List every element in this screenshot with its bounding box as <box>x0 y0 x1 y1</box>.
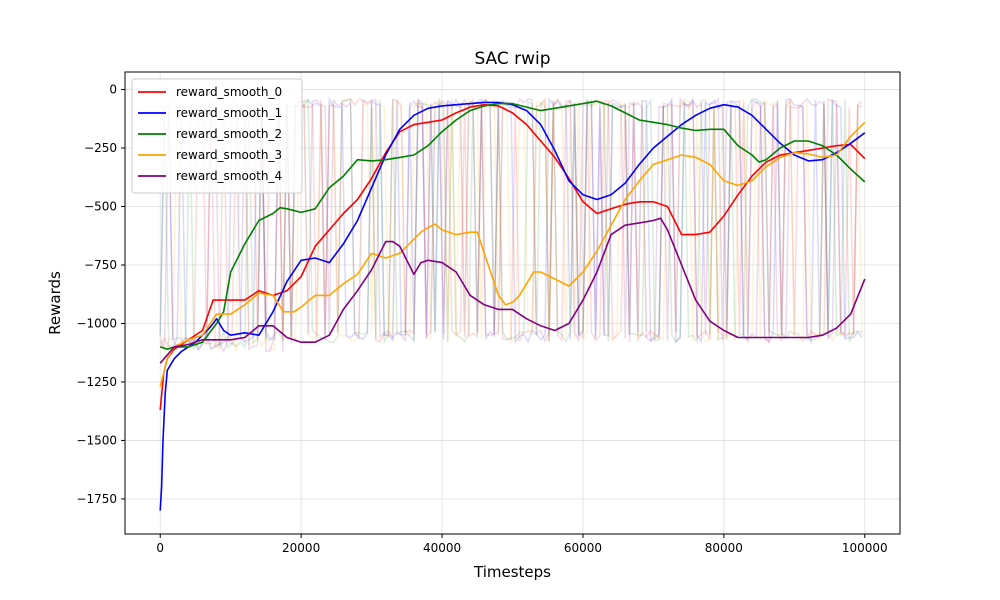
y-tick-label: −250 <box>84 141 117 155</box>
x-tick-label: 40000 <box>423 541 461 555</box>
legend-label: reward_smooth_0 <box>176 85 282 99</box>
series-line-reward_smooth_4 <box>159 217 866 364</box>
y-tick-label: 0 <box>109 83 117 97</box>
legend-label: reward_smooth_1 <box>176 106 282 120</box>
x-axis-label: Timesteps <box>473 563 551 581</box>
series-line-reward_smooth_0 <box>159 103 866 411</box>
legend-label: reward_smooth_2 <box>176 127 282 141</box>
y-axis-label: Rewards <box>46 271 64 335</box>
y-tick-label: −1500 <box>76 433 117 447</box>
legend-label: reward_smooth_4 <box>176 169 282 183</box>
chart-title: SAC rwip <box>474 49 550 69</box>
y-tick-label: −1000 <box>76 316 117 330</box>
raw-trace-reward_smooth_2 <box>159 97 863 352</box>
x-tick-label: 0 <box>156 541 164 555</box>
series-line-reward_smooth_2 <box>159 100 866 351</box>
y-tick-label: −1750 <box>76 492 117 506</box>
plot-frame <box>124 71 901 535</box>
y-tick-label: −500 <box>84 200 117 214</box>
grid <box>125 72 900 534</box>
y-tick-label: −750 <box>84 258 117 272</box>
legend: reward_smooth_0 reward_smooth_1 reward_smo… <box>131 78 303 194</box>
x-tick-label: 80000 <box>705 541 743 555</box>
y-tick-label: −1250 <box>76 375 117 389</box>
x-tick-label: 100000 <box>842 541 888 555</box>
legend-label: reward_smooth_3 <box>176 148 282 162</box>
x-tick-label: 20000 <box>282 541 320 555</box>
series-lines <box>159 100 866 511</box>
series-line-reward_smooth_3 <box>159 121 866 387</box>
series-line-reward_smooth_1 <box>159 101 866 511</box>
legend-box <box>131 78 303 194</box>
axis-ticks: 0 20000 40000 60000 80000 100000 0 −250 −500 −750… <box>76 83 887 555</box>
x-tick-label: 60000 <box>564 541 602 555</box>
